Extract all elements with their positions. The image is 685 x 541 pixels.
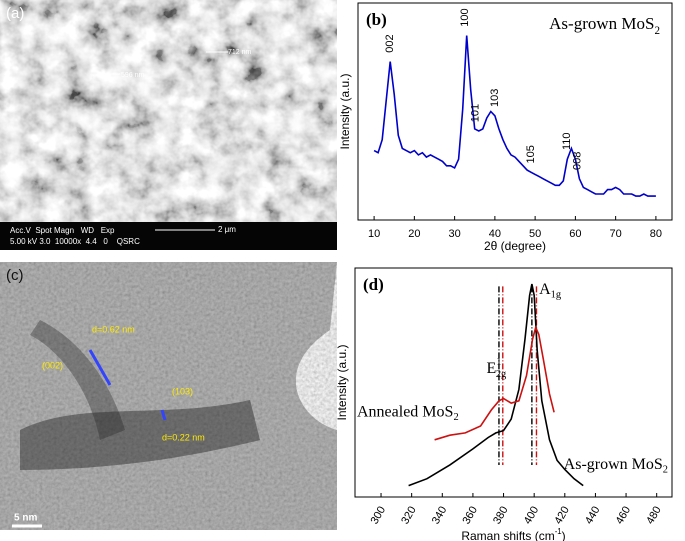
annotation: d=0.22 nm — [162, 432, 205, 442]
annotation: (002) — [42, 360, 63, 370]
label-text: 2θ (degree) — [484, 239, 546, 253]
label: E1 2g — [486, 357, 506, 381]
x-tick-label: 10 — [368, 228, 380, 240]
label: Intensity (a.u.) — [338, 73, 352, 149]
info-values: 5.00 kV 3.0 10000x 4.4 0 QSRC — [10, 237, 140, 246]
label-text: Annealed MoS — [357, 403, 453, 420]
peak-label: 105 — [525, 145, 537, 163]
peak-label: 002 — [384, 34, 396, 52]
label: 2θ (degree) — [484, 239, 546, 253]
label-sub: 2 — [654, 24, 660, 36]
x-tick-label: 440 — [583, 504, 603, 526]
x-tick-label: 400 — [522, 504, 542, 526]
label-text: Intensity (a.u.) — [338, 73, 352, 149]
label-sub: 2 — [453, 412, 458, 423]
panel-label: (c) — [6, 267, 24, 284]
legend-label: As-grown MoS2 — [564, 456, 668, 476]
x-tick-label: 20 — [408, 228, 420, 240]
plot-frame — [354, 267, 673, 498]
xrd-line — [373, 35, 656, 197]
label-text: As-grown MoS — [549, 14, 654, 33]
annotation: (103) — [172, 386, 193, 396]
x-tick-label: 460 — [614, 504, 634, 526]
x-tick-label: 380 — [491, 504, 511, 526]
x-tick-label: 80 — [650, 228, 662, 240]
panel-label: (b) — [366, 10, 387, 29]
plot-frame — [357, 2, 673, 221]
raman-line — [434, 325, 555, 441]
x-tick-label: 340 — [430, 504, 450, 526]
label: A1g — [539, 281, 561, 301]
tem-particle — [0, 262, 337, 530]
peak-label: 008 — [572, 152, 584, 170]
info-bar — [0, 222, 337, 250]
label-text: Raman shifts (cm — [461, 529, 554, 541]
tem-fringes — [20, 400, 260, 470]
x-tick-label: 320 — [399, 504, 419, 526]
info-header: Acc.V Spot Magn WD Exp — [10, 226, 115, 235]
label-text: A — [539, 281, 551, 298]
panel-label: (a) — [6, 5, 24, 22]
x-tick-label: 60 — [569, 228, 581, 240]
tem-image: (c) d=0.62 nm (002) (103) d=0.22 nm 5 nm — [0, 262, 337, 530]
sem-image: (a) 712 nm 596 nm Acc.V Spot Magn WD Exp… — [0, 0, 337, 250]
tem-texture — [0, 262, 337, 530]
lattice-marker — [88, 349, 112, 386]
label: Raman shifts (cm-1) — [461, 527, 565, 541]
peak-label: 100 — [459, 8, 471, 26]
x-tick-label: 70 — [610, 228, 622, 240]
panel-label: (d) — [363, 275, 384, 294]
scale-label: 712 nm — [228, 49, 252, 56]
label-after: ) — [562, 529, 566, 541]
x-tick-label: 50 — [529, 228, 541, 240]
label-sub: 1g — [551, 290, 561, 301]
label-sup: -1 — [555, 527, 562, 536]
label-sup: 1 — [496, 357, 501, 368]
legend-label: Annealed MoS2 — [357, 403, 459, 423]
scale-label: 596 nm — [121, 72, 145, 79]
peak-label: 110 — [561, 132, 573, 150]
x-tick-label: 40 — [489, 228, 501, 240]
scale-bar-label: 5 nm — [14, 513, 37, 524]
raman-line — [408, 283, 584, 487]
label: Intensity (a.u.) — [335, 344, 349, 420]
x-tick-label: 30 — [448, 228, 460, 240]
label-sub: 2 — [663, 465, 668, 476]
x-tick-label: 300 — [369, 504, 389, 526]
lattice-marker — [160, 409, 167, 421]
label-sub: 2g — [496, 370, 506, 381]
annotation: d=0.62 nm — [92, 324, 135, 334]
peak-label: 101 — [469, 104, 481, 122]
tem-fringes — [30, 320, 125, 440]
x-tick-label: 480 — [644, 504, 664, 526]
x-tick-label: 360 — [460, 504, 480, 526]
label-text: As-grown MoS — [564, 456, 663, 473]
peak-label: 103 — [489, 89, 501, 107]
label: As-grown MoS2 — [549, 14, 660, 37]
scale-bar-label: 2 μm — [218, 225, 236, 234]
label-text: Intensity (a.u.) — [335, 344, 349, 420]
x-tick-label: 420 — [552, 504, 572, 526]
label-text: E — [486, 359, 496, 376]
sem-texture — [0, 0, 337, 250]
